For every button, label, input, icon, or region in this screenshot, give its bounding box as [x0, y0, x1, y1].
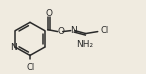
Text: N: N	[10, 43, 17, 52]
Text: NH₂: NH₂	[76, 40, 93, 49]
Text: O: O	[57, 27, 64, 36]
Text: Cl: Cl	[27, 63, 35, 72]
Text: N: N	[70, 26, 77, 35]
Text: O: O	[45, 9, 52, 18]
Text: Cl: Cl	[100, 26, 108, 35]
